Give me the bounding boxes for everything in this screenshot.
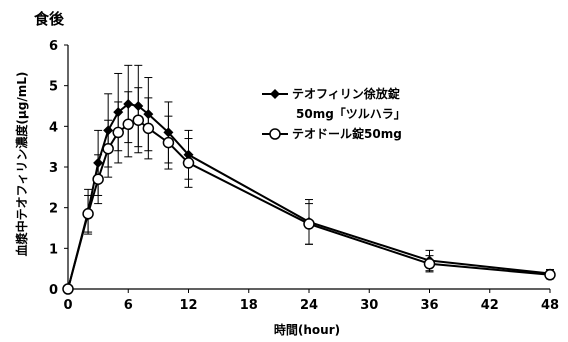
y-tick-label: 4 <box>49 120 58 135</box>
y-tick-label: 1 <box>49 242 58 257</box>
x-tick-label: 12 <box>179 298 197 313</box>
legend-marker-series-1 <box>270 89 280 99</box>
y-tick-label: 5 <box>49 80 58 95</box>
chart-title: 食後 <box>34 10 65 28</box>
x-tick-label: 30 <box>360 298 378 313</box>
data-point-diamond <box>93 157 104 168</box>
legend-label-series-1: テオフィリン徐放錠 50mg「ツルハラ」 <box>292 86 406 121</box>
y-tick-label: 3 <box>49 161 58 176</box>
x-tick-label: 42 <box>481 298 499 313</box>
data-point-diamond <box>113 107 124 118</box>
data-point-circle <box>62 283 74 295</box>
legend-label-series-2: テオドール錠50mg <box>292 126 402 141</box>
x-tick-label: 18 <box>240 298 258 313</box>
data-point-circle <box>162 136 175 149</box>
data-point-circle <box>92 173 104 185</box>
series-layer <box>62 64 556 295</box>
data-point-diamond <box>183 149 194 160</box>
y-axis-label: 血漿中テオフィリン濃度(μg/mL) <box>14 72 29 257</box>
data-point-circle <box>102 142 114 155</box>
data-point-circle <box>544 269 556 281</box>
data-point-diamond <box>163 127 174 138</box>
data-point-circle <box>122 118 134 131</box>
data-point-circle <box>112 126 124 139</box>
data-point-circle <box>82 208 94 220</box>
x-tick-label: 48 <box>541 298 559 313</box>
y-tick-label: 0 <box>49 283 58 298</box>
x-tick-label: 0 <box>63 298 72 313</box>
data-point-circle <box>182 157 195 169</box>
data-point-diamond <box>133 101 144 111</box>
data-point-diamond <box>143 109 154 120</box>
y-tick-label: 6 <box>49 39 58 54</box>
data-point-circle <box>142 122 155 135</box>
legend: テオフィリン徐放錠 50mg「ツルハラ」 テオドール錠50mg <box>262 86 406 141</box>
legend-marker-series-2 <box>269 128 281 140</box>
data-point-circle <box>132 114 145 126</box>
y-tick-label: 2 <box>49 202 58 217</box>
data-point-diamond <box>123 98 134 109</box>
data-point-circle <box>303 218 315 230</box>
x-tick-label: 6 <box>124 298 133 313</box>
data-point-circle <box>423 258 436 270</box>
x-tick-label: 24 <box>300 298 318 313</box>
series-2-markers <box>62 114 556 295</box>
x-tick-label: 36 <box>420 298 438 313</box>
x-axis-label: 時間(hour) <box>274 322 340 337</box>
data-point-diamond <box>103 125 114 136</box>
